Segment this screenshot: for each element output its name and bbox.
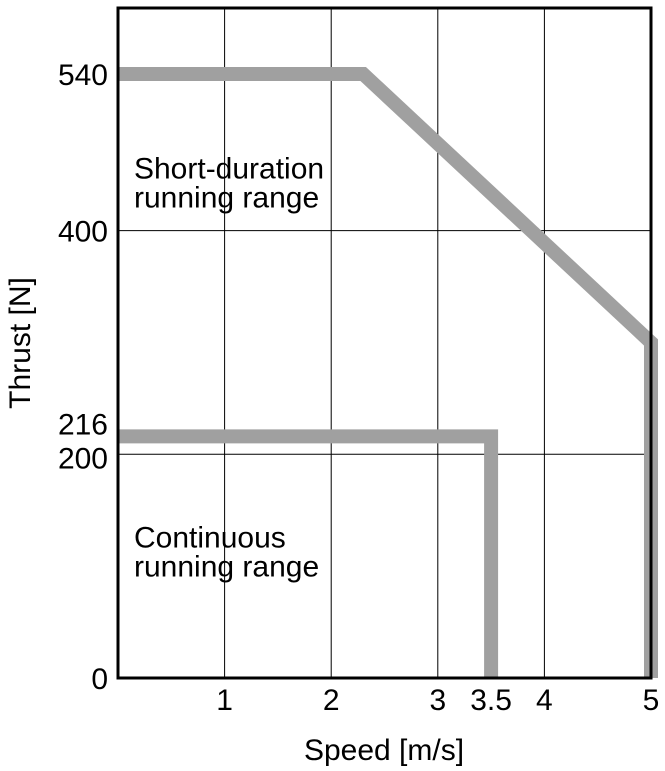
plot-frame <box>116 6 653 680</box>
annotation-1-line-0: Continuous <box>134 522 286 555</box>
y-axis-label: Thrust [N] <box>4 277 37 409</box>
series-line-1 <box>118 429 499 678</box>
annotation-0-line-0: Short-duration <box>134 152 324 185</box>
x-tick-label-1: 2 <box>323 684 340 717</box>
y-tick-label-4: 540 <box>58 59 108 92</box>
x-tick-label-4: 4 <box>536 684 553 717</box>
y-tick-label-1: 200 <box>58 442 108 475</box>
y-tick-label-3: 400 <box>58 216 108 249</box>
annotation-1: Continuous running range <box>134 522 319 584</box>
x-tick-label-3: 3.5 <box>470 684 512 717</box>
annotation-0-line-1: running range <box>134 181 319 214</box>
x-axis-label: Speed [m/s] <box>304 734 464 767</box>
x-tick-label-5: 5 <box>643 684 660 717</box>
x-tick-label-2: 3 <box>429 684 446 717</box>
x-tick-labels: 1 2 3 3.5 4 5 <box>216 684 659 717</box>
y-tick-label-2: 216 <box>58 408 108 441</box>
x-tick-label-0: 1 <box>216 684 233 717</box>
annotation-1-line-1: running range <box>134 551 319 584</box>
y-tick-label-0: 0 <box>91 663 108 696</box>
annotation-0: Short-duration running range <box>134 152 324 214</box>
